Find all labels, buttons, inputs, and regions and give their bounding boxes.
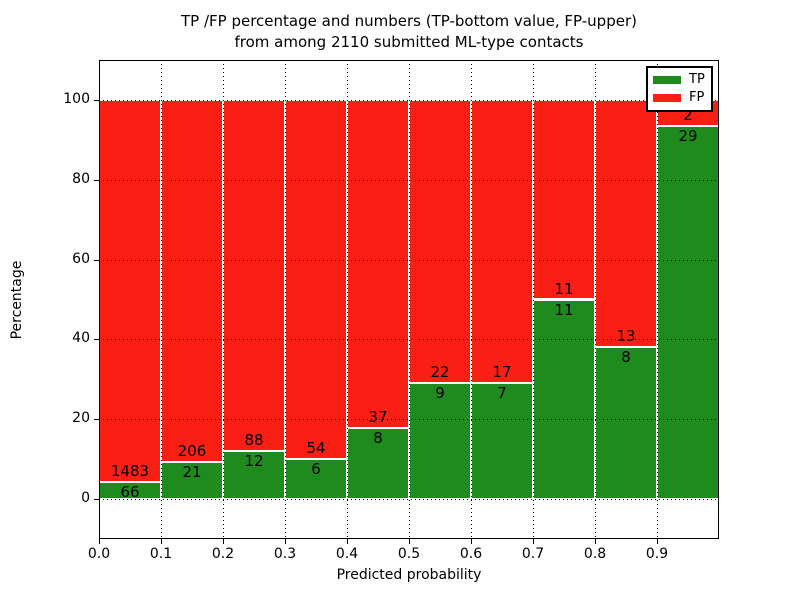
bar-segment-fp: [161, 99, 223, 463]
bar-segment-tp: [657, 125, 719, 500]
bar-segment-fp: [99, 99, 161, 483]
fp-count-label: 17: [492, 362, 512, 381]
grid-line-horizontal: [99, 499, 719, 501]
tp-count-label: 8: [373, 429, 383, 448]
bar-segment-fp: [347, 99, 409, 429]
x-tick-mark: [409, 539, 410, 544]
fp-count-label: 11: [554, 279, 574, 298]
legend-item: TP: [653, 73, 706, 87]
x-tick-label: 0.7: [521, 546, 545, 562]
legend-label: TP: [689, 72, 705, 88]
bar-segment-tp: [223, 451, 285, 500]
x-tick-label: 0.8: [583, 546, 607, 562]
chart-title-line1: TP /FP percentage and numbers (TP-bottom…: [181, 12, 637, 30]
bar-segment-fp: [285, 99, 347, 460]
y-tick-label: 40: [72, 330, 90, 347]
x-tick-label: 0.3: [273, 546, 297, 562]
x-tick-mark: [533, 539, 534, 544]
grid-line-vertical: [471, 60, 472, 539]
bar-segment-tp: [285, 459, 347, 500]
fp-count-label: 22: [430, 363, 450, 382]
bar-segment-tp: [533, 299, 595, 500]
chart-title: TP /FP percentage and numbers (TP-bottom…: [99, 11, 719, 53]
grid-line-horizontal: [99, 99, 719, 101]
tp-count-label: 11: [554, 300, 574, 319]
tp-swatch-icon: [653, 76, 681, 85]
bar-segment-fp: [595, 99, 657, 347]
y-tick-label: 100: [63, 90, 90, 107]
x-tick-label: 0.5: [397, 546, 421, 562]
x-tick-mark: [285, 539, 286, 544]
fp-count-label: 37: [368, 408, 388, 427]
grid-line-vertical: [595, 60, 596, 539]
bar-segment-fp: [533, 99, 595, 300]
x-tick-mark: [223, 539, 224, 544]
x-tick-mark: [471, 539, 472, 544]
grid-line-horizontal: [99, 179, 719, 181]
grid-line-vertical: [161, 60, 162, 539]
fp-count-label: 54: [306, 439, 326, 458]
grid-line-vertical: [347, 60, 348, 539]
tp-count-label: 6: [311, 460, 321, 479]
tp-count-label: 12: [244, 452, 264, 471]
bar-segment-tp: [595, 347, 657, 500]
y-tick-mark: [94, 499, 99, 501]
grid-line-vertical: [533, 60, 534, 539]
y-tick-label: 20: [72, 410, 90, 427]
tp-count-label: 21: [182, 463, 202, 482]
y-tick-mark: [94, 99, 99, 101]
plot-area: 1483 66 206 21 88 12 54 6 37 8 22 9 17 7 11 11 13 8 2 29: [99, 60, 719, 539]
x-tick-label: 0.6: [459, 546, 483, 562]
tp-count-label: 29: [678, 126, 698, 145]
grid-line-horizontal: [99, 419, 719, 421]
y-tick-label: 80: [72, 170, 90, 187]
tp-count-label: 9: [435, 384, 445, 403]
bar-segment-fp: [471, 99, 533, 383]
fp-count-label: 88: [244, 431, 264, 450]
tp-count-label: 8: [621, 348, 631, 367]
x-tick-mark: [347, 539, 348, 544]
tp-count-label: 66: [120, 483, 140, 502]
y-tick-mark: [94, 179, 99, 181]
y-tick-mark: [94, 419, 99, 421]
x-tick-mark: [657, 539, 658, 544]
x-tick-label: 0.1: [149, 546, 173, 562]
y-tick-label: 60: [72, 250, 90, 267]
x-axis-label: Predicted probability: [336, 567, 482, 583]
legend-label: FP: [689, 89, 705, 105]
legend-item: FP: [653, 89, 706, 105]
fp-count-label: 2: [683, 105, 693, 124]
fp-count-label: 13: [616, 327, 636, 346]
grid-line-horizontal: [99, 339, 719, 341]
x-tick-label: 0.4: [335, 546, 359, 562]
x-tick-mark: [99, 539, 100, 544]
grid-line-vertical: [409, 60, 410, 539]
grid-line-vertical: [285, 60, 286, 539]
tp-count-label: 7: [497, 383, 507, 402]
x-tick-label: 0.2: [211, 546, 235, 562]
y-axis-label: Percentage: [9, 260, 25, 340]
fp-count-label: 1483: [110, 462, 150, 481]
x-tick-mark: [595, 539, 596, 544]
chart-title-line2: from among 2110 submitted ML-type contac…: [234, 33, 584, 51]
x-tick-mark: [161, 539, 162, 544]
y-tick-mark: [94, 339, 99, 341]
x-tick-label: 0.0: [87, 546, 111, 562]
grid-line-vertical: [223, 60, 224, 539]
bar-segment-fp: [223, 99, 285, 452]
y-tick-mark: [94, 259, 99, 261]
bar-segment-tp: [161, 462, 223, 500]
grid-line-horizontal: [99, 259, 719, 261]
y-tick-label: 0: [81, 490, 90, 507]
x-tick-label: 0.9: [645, 546, 669, 562]
legend: TP FP: [646, 66, 713, 112]
bar-segment-fp: [409, 99, 471, 384]
fp-count-label: 206: [177, 442, 207, 461]
fp-swatch-icon: [653, 93, 681, 102]
grid-line-vertical: [657, 60, 658, 539]
